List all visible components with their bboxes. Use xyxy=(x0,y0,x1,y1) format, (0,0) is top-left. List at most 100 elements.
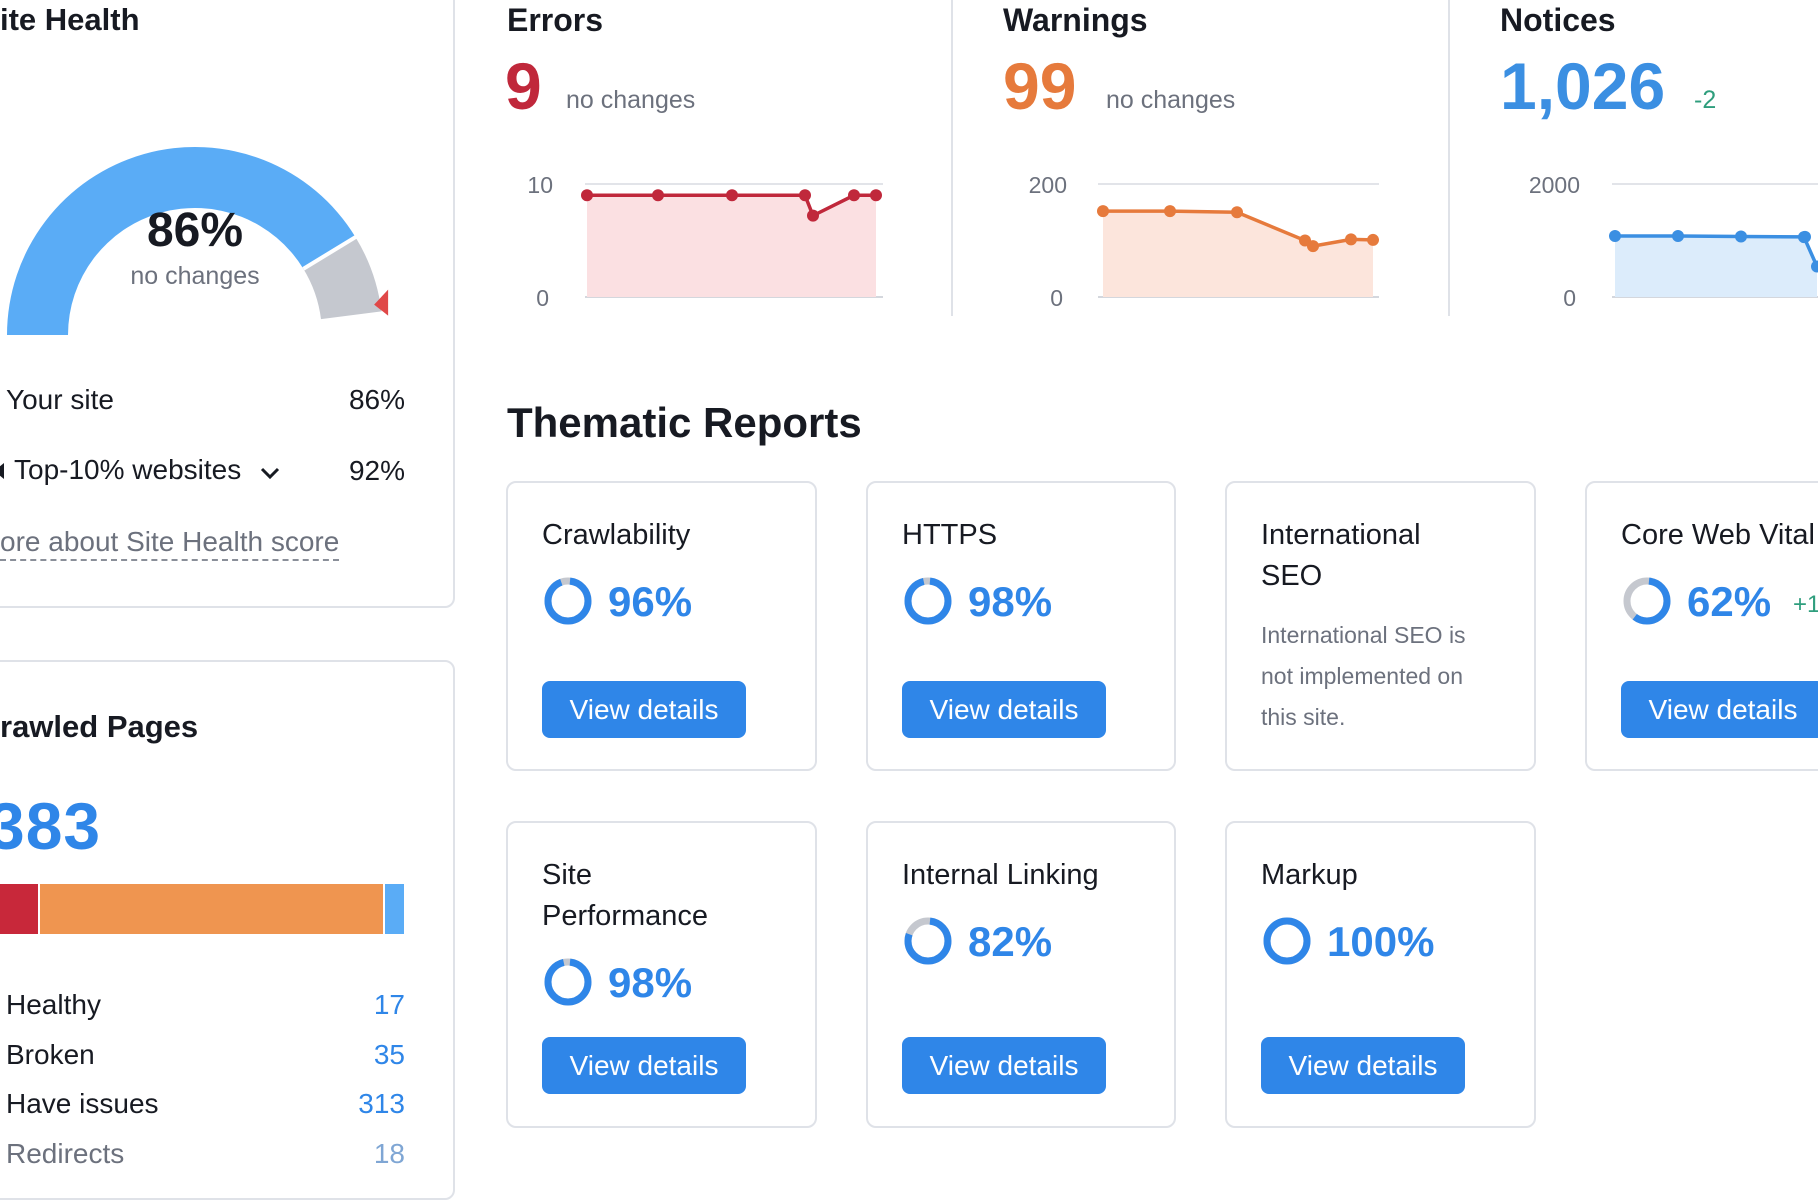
errors-trend-chart: 10 0 xyxy=(527,172,883,307)
site-health-gauge xyxy=(7,147,389,335)
report-description: this site. xyxy=(1261,704,1346,730)
report-name: Markup xyxy=(1261,859,1358,891)
top10-value: 92% xyxy=(348,455,405,486)
bar-gap xyxy=(383,884,386,934)
warnings-trend-chart: 2000 xyxy=(1029,172,1379,307)
trend-point[interactable] xyxy=(799,189,811,202)
trend-point[interactable] xyxy=(848,189,860,202)
bar-segment-issues xyxy=(40,884,384,934)
trend-point[interactable] xyxy=(1367,233,1379,246)
crawled-row-label: Have issues xyxy=(6,1088,159,1119)
notices-trend-chart: 2000 0 xyxy=(1529,172,1818,307)
trend-point[interactable] xyxy=(1231,206,1243,219)
crawled-pages-count: 383 xyxy=(0,789,102,863)
progress-ring-icon xyxy=(544,958,592,1006)
report-card-site-performance: Site Performance 98% View details xyxy=(506,821,817,1128)
trend-point[interactable] xyxy=(652,189,664,202)
metrics-divider xyxy=(951,0,953,316)
report-card-markup: Markup 100% View details xyxy=(1225,821,1536,1128)
notices-value[interactable]: 1,026 xyxy=(1500,49,1666,123)
report-percent: 98% xyxy=(968,578,1053,625)
report-percent: 100% xyxy=(1327,918,1435,965)
top10-label: Top-10% websites xyxy=(14,454,242,485)
trend-point[interactable] xyxy=(1798,231,1810,244)
report-percent: 96% xyxy=(608,578,693,625)
progress-ring-icon xyxy=(1263,917,1311,965)
crawled-pages-title: rawled Pages xyxy=(0,709,199,744)
trend-point[interactable] xyxy=(1609,229,1621,242)
warnings-value[interactable]: 99 xyxy=(1003,49,1077,123)
errors-title: Errors xyxy=(507,2,604,38)
gauge-value-arc xyxy=(7,147,356,335)
trend-point[interactable] xyxy=(870,189,882,202)
bar-segment-healthy xyxy=(385,884,404,934)
progress-ring-icon xyxy=(904,917,952,965)
report-name: HTTPS xyxy=(902,519,998,551)
warnings-change: no changes xyxy=(1106,86,1236,114)
bar-gap xyxy=(38,884,41,934)
crawled-row-value[interactable]: 313 xyxy=(358,1088,405,1119)
crawled-row-value[interactable]: 17 xyxy=(373,989,405,1020)
y-tick-label: 0 xyxy=(536,285,549,307)
report-name: SEO xyxy=(1261,560,1323,592)
notices-change: -2 xyxy=(1694,86,1717,114)
top10-marker-icon xyxy=(374,289,389,316)
trend-point[interactable] xyxy=(1672,229,1684,242)
trend-point[interactable] xyxy=(1307,240,1319,253)
trend-point[interactable] xyxy=(1345,233,1357,246)
trend-point[interactable] xyxy=(807,209,819,222)
your-site-value: 86% xyxy=(348,384,405,415)
ring-value xyxy=(544,958,592,1006)
report-name: Core Web Vital xyxy=(1621,519,1815,551)
y-tick-label: 0 xyxy=(1050,285,1063,307)
report-name: Crawlability xyxy=(542,519,691,551)
report-percent: 62% xyxy=(1687,578,1772,625)
report-card-international-seo: International SEO International SEO is n… xyxy=(1225,481,1536,771)
crawled-row-label: Healthy xyxy=(6,989,101,1020)
y-tick-label: 0 xyxy=(1563,285,1576,307)
view-details-button[interactable]: View details xyxy=(1261,1037,1465,1094)
crawled-row-label: Redirects xyxy=(6,1138,125,1169)
errors-change: no changes xyxy=(566,86,696,114)
report-card-internal-linking: Internal Linking 82% View details xyxy=(866,821,1176,1128)
crawled-row-value[interactable]: 35 xyxy=(373,1039,405,1070)
trend-area xyxy=(587,195,876,297)
report-description: International SEO is xyxy=(1261,622,1466,648)
report-percent: 98% xyxy=(608,959,693,1006)
learn-more-link[interactable]: ore about Site Health score xyxy=(0,526,340,561)
notices-title: Notices xyxy=(1500,2,1616,38)
site-health-change: no changes xyxy=(130,262,260,290)
report-card-core-web-vitals: Core Web Vital 62% +1 View details xyxy=(1585,481,1818,771)
view-details-button[interactable]: View details xyxy=(542,681,746,738)
site-health-score: 86% xyxy=(146,204,244,257)
warnings-title: Warnings xyxy=(1003,2,1148,38)
crawled-row-value[interactable]: 18 xyxy=(373,1138,405,1169)
view-details-button[interactable]: View details xyxy=(902,1037,1106,1094)
trend-point[interactable] xyxy=(581,189,593,202)
ring-value xyxy=(1623,577,1671,625)
trend-point[interactable] xyxy=(1097,205,1109,218)
trend-point[interactable] xyxy=(726,189,738,202)
errors-value[interactable]: 9 xyxy=(505,49,542,123)
your-site-label: Your site xyxy=(6,384,114,415)
progress-ring-icon xyxy=(1623,577,1671,625)
trend-area xyxy=(1103,211,1373,297)
trend-point[interactable] xyxy=(1164,205,1176,218)
progress-ring-icon xyxy=(544,577,592,625)
view-details-button[interactable]: View details xyxy=(1621,681,1818,738)
y-tick-label: 2000 xyxy=(1529,172,1580,198)
report-description: not implemented on xyxy=(1261,663,1464,689)
metrics-divider xyxy=(1448,0,1450,316)
ring-value xyxy=(1263,917,1311,965)
bar-segment-broken xyxy=(0,884,39,934)
view-details-button[interactable]: View details xyxy=(542,1037,746,1094)
trend-point[interactable] xyxy=(1735,230,1747,243)
report-name: International xyxy=(1261,519,1421,551)
top10-dropdown[interactable]: Top-10% websites xyxy=(14,454,281,488)
trend-point[interactable] xyxy=(1811,260,1818,273)
site-health-title: ite Health xyxy=(0,2,140,37)
thematic-reports-title: Thematic Reports xyxy=(507,399,862,446)
trend-area xyxy=(1615,235,1817,297)
progress-ring-icon xyxy=(904,577,952,625)
view-details-button[interactable]: View details xyxy=(902,681,1106,738)
